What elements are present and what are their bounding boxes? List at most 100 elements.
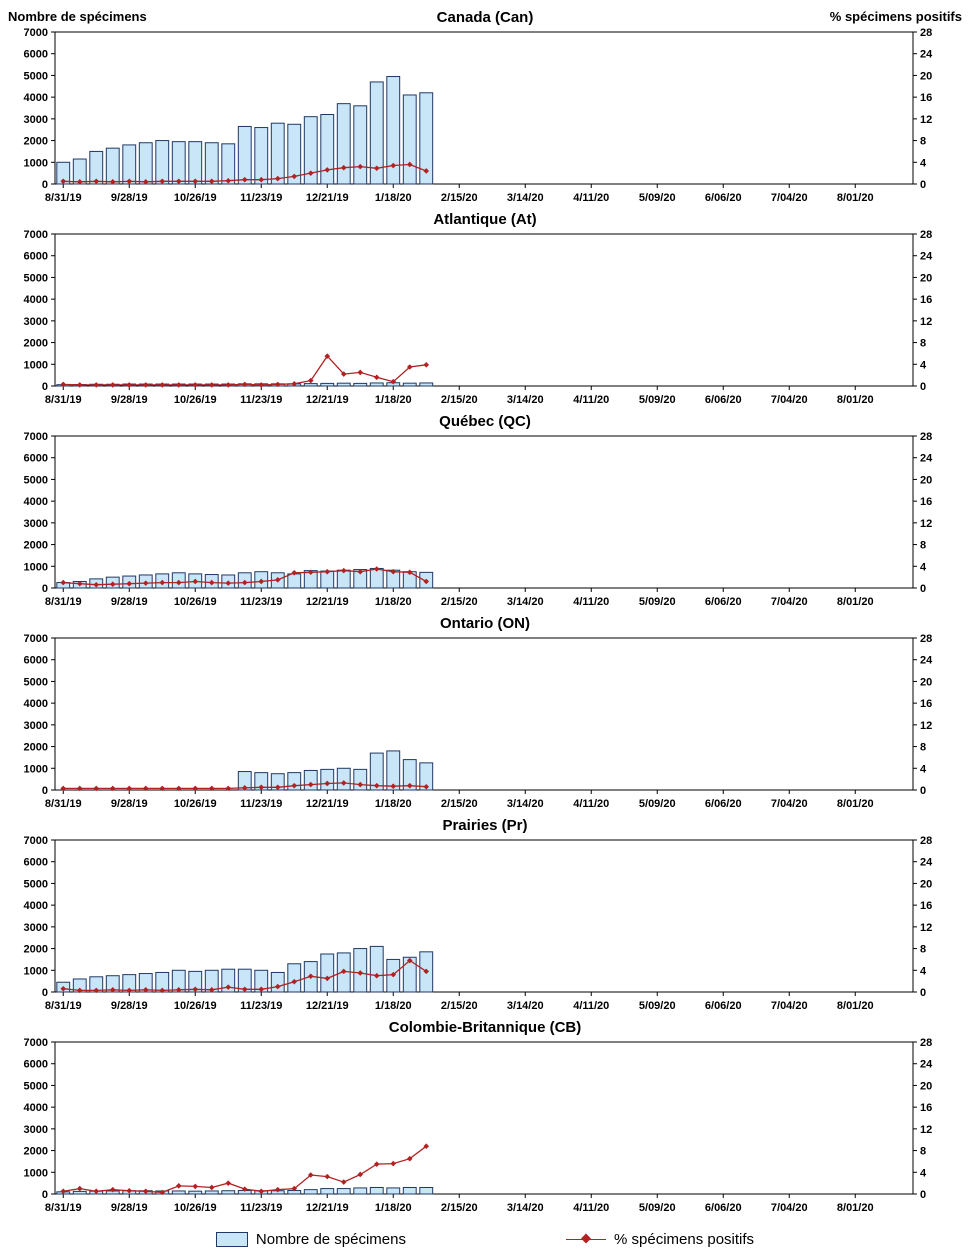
- svg-text:2/15/20: 2/15/20: [441, 394, 478, 406]
- svg-text:5/09/20: 5/09/20: [639, 596, 676, 608]
- svg-text:8: 8: [920, 1146, 926, 1158]
- right-axis-title: % spécimens positifs: [829, 9, 962, 24]
- svg-text:7/04/20: 7/04/20: [771, 192, 808, 204]
- svg-text:12: 12: [920, 518, 932, 530]
- svg-text:4: 4: [920, 359, 927, 371]
- svg-text:1000: 1000: [24, 965, 48, 977]
- svg-text:24: 24: [920, 251, 933, 263]
- svg-text:8/01/20: 8/01/20: [837, 596, 874, 608]
- legend-label-specimens: Nombre de spécimens: [255, 1230, 406, 1248]
- svg-text:4000: 4000: [24, 698, 48, 710]
- svg-text:0: 0: [920, 583, 926, 595]
- chart-header: Québec (QC): [0, 412, 970, 432]
- svg-text:10/26/19: 10/26/19: [174, 798, 217, 810]
- svg-text:6000: 6000: [24, 1059, 48, 1071]
- svg-text:12: 12: [920, 114, 932, 126]
- svg-text:8/31/19: 8/31/19: [45, 1000, 82, 1012]
- svg-text:7000: 7000: [24, 28, 48, 39]
- chart-title: Atlantique (At): [433, 211, 537, 228]
- svg-text:7/04/20: 7/04/20: [771, 798, 808, 810]
- left-axis-title: Nombre de spécimens: [8, 9, 147, 24]
- svg-text:5000: 5000: [24, 1080, 48, 1092]
- svg-text:3/14/20: 3/14/20: [507, 394, 544, 406]
- svg-text:11/23/19: 11/23/19: [240, 394, 282, 406]
- svg-text:5000: 5000: [24, 878, 48, 890]
- svg-text:2000: 2000: [24, 136, 48, 148]
- svg-text:1000: 1000: [24, 157, 48, 169]
- svg-text:12/21/19: 12/21/19: [306, 798, 349, 810]
- svg-text:8/31/19: 8/31/19: [45, 596, 82, 608]
- svg-text:11/23/19: 11/23/19: [240, 1202, 282, 1214]
- svg-text:11/23/19: 11/23/19: [240, 1000, 282, 1012]
- svg-text:8/31/19: 8/31/19: [45, 192, 82, 204]
- svg-text:8: 8: [920, 944, 926, 956]
- svg-text:5000: 5000: [24, 70, 48, 82]
- svg-text:8/01/20: 8/01/20: [837, 1000, 874, 1012]
- svg-text:4000: 4000: [24, 294, 48, 306]
- svg-text:12: 12: [920, 720, 932, 732]
- bar-swatch-icon: [215, 1231, 248, 1247]
- svg-text:10/26/19: 10/26/19: [174, 1202, 217, 1214]
- svg-text:16: 16: [920, 92, 932, 104]
- combo-chart-svg: 0 1000 2000 3000 4000 5000 6000 7000 0 4 8 12 16 20 24…: [24, 431, 934, 608]
- svg-text:7/04/20: 7/04/20: [771, 1202, 808, 1214]
- svg-text:1/18/20: 1/18/20: [375, 394, 412, 406]
- svg-text:0: 0: [920, 987, 926, 999]
- svg-text:2/15/20: 2/15/20: [441, 596, 478, 608]
- svg-text:12: 12: [920, 1124, 932, 1136]
- svg-text:7000: 7000: [24, 230, 48, 241]
- svg-text:4: 4: [920, 561, 927, 573]
- svg-text:11/23/19: 11/23/19: [240, 596, 282, 608]
- svg-text:3000: 3000: [24, 1124, 48, 1136]
- svg-text:2/15/20: 2/15/20: [441, 192, 478, 204]
- svg-text:1/18/20: 1/18/20: [375, 596, 412, 608]
- svg-text:1000: 1000: [24, 561, 48, 573]
- svg-text:4/11/20: 4/11/20: [573, 394, 609, 406]
- svg-text:8/31/19: 8/31/19: [45, 1202, 82, 1214]
- svg-text:6/06/20: 6/06/20: [705, 1202, 742, 1214]
- svg-text:5/09/20: 5/09/20: [639, 1000, 676, 1012]
- svg-text:11/23/19: 11/23/19: [240, 798, 282, 810]
- svg-text:3000: 3000: [24, 720, 48, 732]
- svg-text:3/14/20: 3/14/20: [507, 1202, 544, 1214]
- svg-text:1/18/20: 1/18/20: [375, 1202, 412, 1214]
- svg-text:0: 0: [920, 1189, 926, 1201]
- svg-text:0: 0: [920, 179, 926, 191]
- svg-text:3000: 3000: [24, 518, 48, 530]
- svg-text:4/11/20: 4/11/20: [573, 596, 609, 608]
- svg-text:4/11/20: 4/11/20: [573, 798, 609, 810]
- svg-text:1/18/20: 1/18/20: [375, 192, 412, 204]
- svg-text:8/01/20: 8/01/20: [837, 192, 874, 204]
- svg-text:8: 8: [920, 742, 926, 754]
- svg-text:1000: 1000: [24, 359, 48, 371]
- svg-text:0: 0: [42, 381, 48, 393]
- chart-header: Prairies (Pr): [0, 816, 970, 836]
- svg-text:20: 20: [920, 70, 932, 82]
- svg-text:10/26/19: 10/26/19: [174, 596, 217, 608]
- svg-text:5/09/20: 5/09/20: [639, 798, 676, 810]
- svg-text:16: 16: [920, 1102, 932, 1114]
- svg-text:2000: 2000: [24, 540, 48, 552]
- svg-text:7/04/20: 7/04/20: [771, 1000, 808, 1012]
- svg-text:7000: 7000: [24, 836, 48, 847]
- line-swatch-icon: [566, 1233, 606, 1244]
- svg-text:11/23/19: 11/23/19: [240, 192, 282, 204]
- svg-text:3/14/20: 3/14/20: [507, 1000, 544, 1012]
- svg-text:0: 0: [42, 179, 48, 191]
- svg-text:20: 20: [920, 474, 932, 486]
- svg-text:4000: 4000: [24, 496, 48, 508]
- svg-text:9/28/19: 9/28/19: [111, 192, 148, 204]
- svg-text:3000: 3000: [24, 922, 48, 934]
- svg-text:9/28/19: 9/28/19: [111, 798, 148, 810]
- svg-text:8/31/19: 8/31/19: [45, 798, 82, 810]
- svg-text:7000: 7000: [24, 1038, 48, 1049]
- chart-section-ontario: Ontario (ON) 0 1000 2000 3000 4000 5000 6000 70…: [0, 614, 970, 816]
- combo-chart-svg: 0 1000 2000 3000 4000 5000 6000 7000 0 4 8 12 16 20 24…: [24, 835, 934, 1012]
- chart-header: Atlantique (At): [0, 210, 970, 230]
- svg-text:8: 8: [920, 540, 926, 552]
- svg-text:1/18/20: 1/18/20: [375, 798, 412, 810]
- svg-text:28: 28: [920, 28, 932, 39]
- chart-canvas-ontario: 0 1000 2000 3000 4000 5000 6000 7000 0 4 8 12 16 20 24…: [0, 633, 970, 816]
- svg-text:4: 4: [920, 157, 927, 169]
